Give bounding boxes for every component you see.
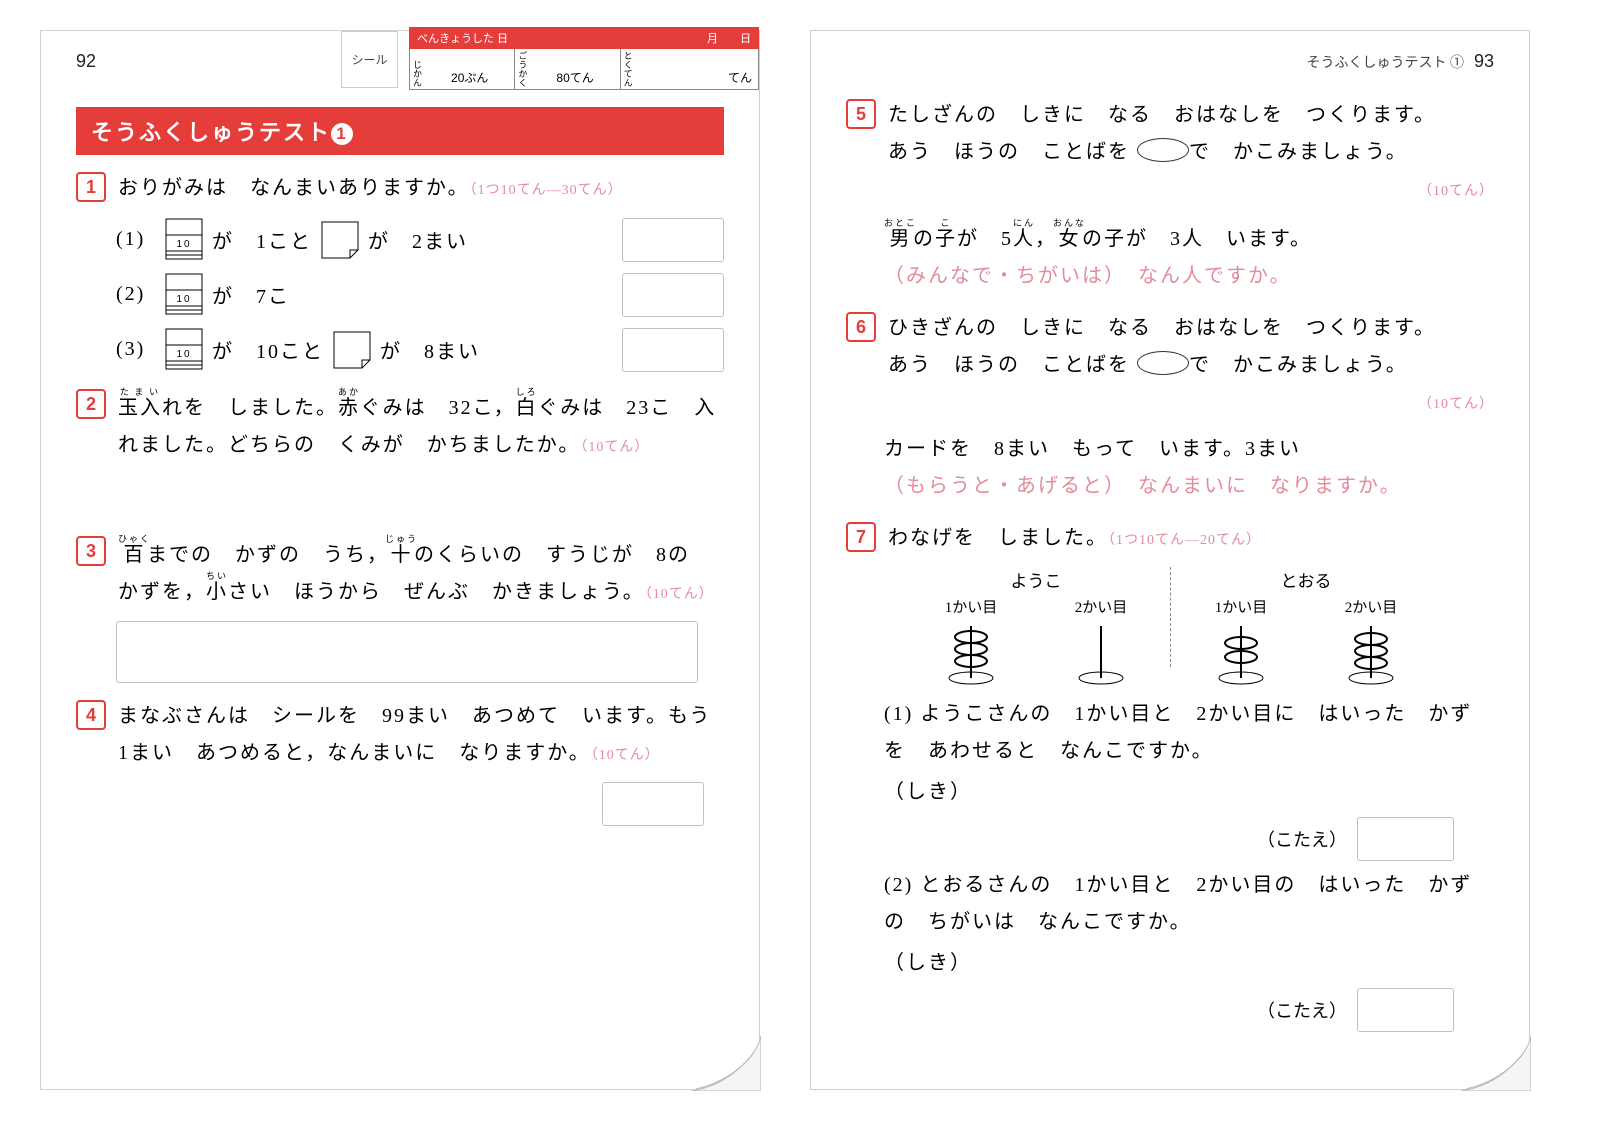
answer-box[interactable] [1357, 817, 1454, 861]
tokuten-value: てん [636, 49, 758, 89]
question-number: 4 [76, 700, 106, 730]
try-label: 2かい目 [1306, 596, 1436, 617]
q6-text: ひきざんの しきに なる おはなしを つくります。 あう ほうの ことばを で … [888, 310, 1494, 421]
sheet-icon [332, 330, 372, 370]
question-1: 1 おりがみは なんまいありますか。（1つ10てん―30てん） [76, 170, 724, 207]
peg-icon [1341, 621, 1401, 686]
q1-row1: (1) 10 が 1こと が 2まい [116, 217, 724, 262]
ring-toss-diagram: ようこ 1かい目 2かい目 とおる 1かい目 2かい目 [906, 567, 1494, 686]
page-header-right: そうふくしゅうテスト ① 93 [846, 51, 1494, 72]
header-sub: そうふくしゅうテスト ① [1306, 56, 1464, 71]
try-label: 1かい目 [1176, 596, 1306, 617]
player2-name: とおる [1176, 567, 1436, 592]
q1-r3-num: (3) [116, 338, 156, 361]
jikan-value: 20ぷん [425, 49, 515, 89]
peg-icon [1071, 621, 1131, 686]
q5-text: たしざんの しきに なる おはなしを つくります。 あう ほうの ことばを で … [888, 97, 1494, 208]
question-6: 6 ひきざんの しきに なる おはなしを つくります。 あう ほうの ことばを … [846, 310, 1494, 421]
q7-sub2: (2) とおるさんの 1かい目と 2かい目の はいった かずの ちがいは なんこ… [884, 867, 1494, 941]
q1-r1-t1: が 1こと [212, 225, 312, 254]
date-label: べんきょうした 日 [417, 30, 508, 46]
q7-sub1: (1) ようこさんの 1かい目と 2かい目に はいった かずを あわせると なん… [884, 696, 1494, 770]
q1-r3-t1: が 10こと [212, 335, 324, 364]
page-left: 92 シール べんきょうした 日 月 日 じかん 20ぷん ごうかく 80てん … [40, 30, 760, 1090]
q6-points: （10てん） [1418, 397, 1494, 412]
shiki-label: （しき） [884, 945, 1494, 982]
q1-r2-num: (2) [116, 283, 156, 306]
q1-r3-t2: が 8まい [380, 335, 480, 364]
q7-text: わなげを しました。（1つ10てん―20てん） [888, 520, 1494, 557]
separator [1170, 567, 1172, 667]
month-label: 月 [707, 33, 718, 45]
title-number: 1 [331, 123, 353, 145]
shiki-label: （しき） [884, 774, 1494, 811]
q2-text: 玉入たまいれを しました。赤あかぐみは 32こ，白しろぐみは 23こ 入れました… [118, 387, 724, 464]
svg-text:10: 10 [176, 349, 191, 360]
oval-icon [1137, 138, 1189, 162]
q4-text: まなぶさんは シールを 99まい あつめて います。もう 1まい あつめると，な… [118, 698, 724, 772]
page-number: 93 [1474, 51, 1494, 71]
player1-name: ようこ [906, 567, 1166, 592]
answer-box[interactable] [622, 328, 724, 372]
oval-icon [1137, 351, 1189, 375]
q2-points: （10てん） [580, 440, 649, 455]
title-text: そうふくしゅうテスト [91, 120, 331, 145]
q1-r1-t2: が 2まい [368, 225, 468, 254]
question-number: 1 [76, 172, 106, 202]
q6-body: カードを 8まい もって います。3まい （もらうと・あげると） なんまいに な… [884, 431, 1494, 505]
answer-box[interactable] [602, 782, 704, 826]
question-number: 6 [846, 312, 876, 342]
q3-points: （10てん） [645, 587, 714, 602]
q1-points: （1つ10てん―30てん） [470, 183, 623, 198]
try-label: 1かい目 [906, 596, 1036, 617]
kotae-label: （こたえ） [1257, 997, 1347, 1023]
gokaku-label: ごうかく [515, 49, 530, 89]
stack-icon: 10 [164, 272, 204, 317]
peg-icon [1211, 621, 1271, 686]
tokuten-label: とくてん [621, 49, 636, 89]
day-label: 日 [740, 33, 751, 45]
question-2: 2 玉入たまいれを しました。赤あかぐみは 32こ，白しろぐみは 23こ 入れま… [76, 387, 724, 464]
try-label: 2かい目 [1036, 596, 1166, 617]
q7-points: （1つ10てん―20てん） [1108, 533, 1261, 548]
answer-box-wide[interactable] [116, 621, 698, 683]
answer-box[interactable] [622, 218, 724, 262]
q1-r2-t1: が 7こ [212, 280, 290, 309]
q1-row2: (2) 10 が 7こ [116, 272, 724, 317]
question-number: 5 [846, 99, 876, 129]
question-5: 5 たしざんの しきに なる おはなしを つくります。 あう ほうの ことばを … [846, 97, 1494, 208]
question-number: 3 [76, 536, 106, 566]
seal-box: シール [341, 31, 398, 88]
kotae-label: （こたえ） [1257, 826, 1347, 852]
question-number: 7 [846, 522, 876, 552]
answer-box[interactable] [622, 273, 724, 317]
peg-icon [941, 621, 1001, 686]
sheet-icon [320, 220, 360, 260]
page-curl-icon [691, 1036, 761, 1091]
stack-icon: 10 [164, 327, 204, 372]
q1-r1-num: (1) [116, 228, 156, 251]
question-4: 4 まなぶさんは シールを 99まい あつめて います。もう 1まい あつめると… [76, 698, 724, 772]
q1-text: おりがみは なんまいありますか。 [118, 177, 470, 199]
gokaku-value: 80てん [530, 49, 620, 89]
page-right: そうふくしゅうテスト ① 93 5 たしざんの しきに なる おはなしを つくりま… [810, 30, 1530, 1090]
q5-points: （10てん） [1418, 184, 1494, 199]
answer-box[interactable] [1357, 988, 1454, 1032]
q3-text: 百ひゃくまでの かずの うち，十じゅうのくらいの すうじが 8の かずを，小ちい… [118, 534, 724, 611]
q4-points: （10てん） [591, 748, 660, 763]
question-number: 2 [76, 389, 106, 419]
question-7: 7 わなげを しました。（1つ10てん―20てん） [846, 520, 1494, 557]
page-curl-icon [1461, 1036, 1531, 1091]
jikan-label: じかん [410, 58, 425, 89]
stack-icon: 10 [164, 217, 204, 262]
q5-body: 男おとこの子こが 5人にん，女おんなの子が 3人 います。 （みんなで・ちがいは… [884, 218, 1494, 295]
title-bar: そうふくしゅうテスト1 [76, 107, 724, 155]
svg-text:10: 10 [176, 239, 191, 250]
q1-row3: (3) 10 が 10こと が 8まい [116, 327, 724, 372]
svg-text:10: 10 [176, 294, 191, 305]
date-bar: べんきょうした 日 月 日 じかん 20ぷん ごうかく 80てん とくてん てん [409, 27, 759, 90]
question-3: 3 百ひゃくまでの かずの うち，十じゅうのくらいの すうじが 8の かずを，小… [76, 534, 724, 611]
